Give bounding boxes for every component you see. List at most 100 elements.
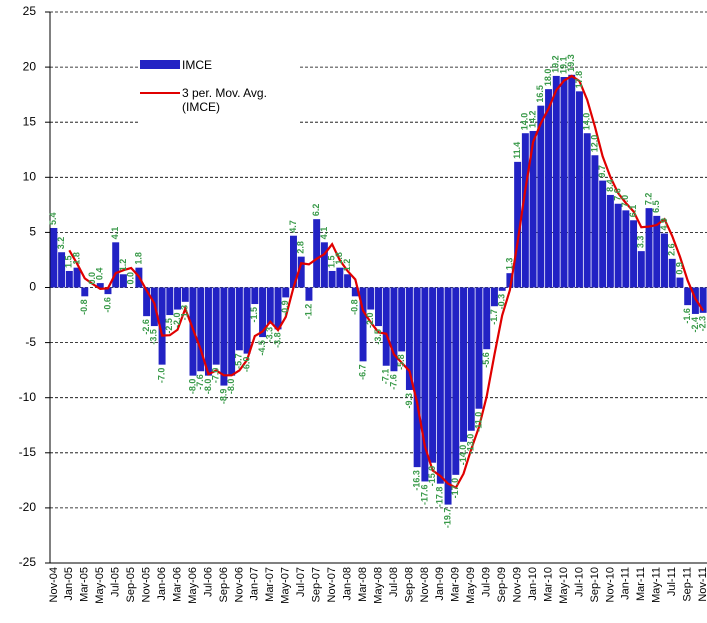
data-label: -0.9 — [280, 300, 290, 316]
data-label: 2.8 — [296, 241, 306, 254]
bar — [197, 287, 205, 372]
data-label: 14.0 — [520, 113, 530, 131]
bar — [421, 287, 429, 482]
x-tick-label: Nov-10 — [604, 567, 616, 602]
data-label: 6.2 — [311, 204, 321, 217]
bar — [514, 161, 522, 288]
data-label: 7.0 — [620, 195, 630, 208]
data-label: -0.8 — [350, 299, 360, 315]
x-tick-label: Nov-08 — [419, 567, 431, 602]
data-label: 4.1 — [319, 227, 329, 240]
x-tick-label: Nov-05 — [141, 567, 153, 602]
data-label: 4.1 — [110, 227, 120, 240]
data-label: -8.0 — [226, 379, 236, 395]
x-tick-label: Jul-10 — [573, 567, 585, 597]
legend-swatch — [140, 60, 180, 69]
x-tick-label: Mar-11 — [635, 567, 647, 601]
bar — [552, 75, 560, 288]
bar — [490, 287, 498, 307]
y-tick-label: -15 — [19, 445, 37, 459]
data-label: -1.3 — [180, 305, 190, 321]
x-tick-label: Jan-08 — [341, 567, 353, 601]
y-tick-label: 20 — [23, 59, 37, 73]
bar — [65, 270, 73, 288]
data-label: -14.0 — [458, 445, 468, 466]
bar — [274, 287, 282, 330]
data-label: 19.2 — [551, 55, 561, 73]
data-label: -0.3 — [497, 294, 507, 310]
legend-entry: 3 per. Mov. Avg. (IMCE) — [140, 86, 300, 114]
x-tick-label: May-10 — [558, 567, 570, 604]
data-label: -1.5 — [249, 307, 259, 323]
data-label: -3.8 — [272, 332, 282, 348]
legend-label: IMCE — [182, 58, 212, 72]
y-tick-label: -20 — [19, 500, 37, 514]
bar — [119, 274, 127, 288]
x-tick-label: Mar-07 — [264, 567, 276, 602]
x-tick-label: May-05 — [94, 567, 106, 604]
bar — [359, 287, 367, 362]
bar — [661, 233, 668, 288]
bar — [212, 287, 220, 365]
y-tick-label: 10 — [23, 169, 37, 183]
data-label: 1.8 — [71, 252, 81, 265]
data-label: 7.6 — [612, 188, 622, 201]
data-label: 9.7 — [597, 165, 607, 178]
x-tick-label: Sep-07 — [311, 567, 323, 602]
bar — [259, 287, 267, 338]
data-label: 14.0 — [582, 113, 592, 131]
bar — [630, 220, 638, 288]
data-label: 1.5 — [326, 255, 336, 268]
bar — [305, 287, 313, 301]
data-label: -2.6 — [141, 319, 151, 335]
x-tick-label: Jul-07 — [295, 567, 307, 597]
bar — [112, 242, 120, 288]
bar — [475, 287, 483, 409]
data-label: -9.3 — [404, 393, 414, 409]
bar — [498, 287, 506, 291]
y-tick-label: 25 — [23, 4, 37, 18]
data-label: 4.9 — [659, 218, 669, 231]
data-label: -3.5 — [149, 329, 159, 345]
x-tick-label: May-06 — [187, 567, 199, 604]
data-label: 6.1 — [628, 205, 638, 218]
legend-swatch-bar — [140, 60, 180, 69]
data-label: -2.3 — [698, 316, 707, 332]
data-label: -8.9 — [218, 389, 228, 405]
bar — [575, 91, 583, 288]
data-label: -2.0 — [172, 313, 182, 329]
bar — [243, 287, 251, 354]
data-label: 3.2 — [56, 237, 66, 250]
bar — [599, 180, 607, 288]
data-label: 1.5 — [64, 255, 74, 268]
data-label: -7.0 — [211, 368, 221, 384]
x-tick-label: May-08 — [372, 567, 384, 604]
data-label: -2.0 — [365, 313, 375, 329]
data-label: 17.8 — [574, 71, 584, 89]
data-label: 0.0 — [87, 272, 97, 285]
data-label: 1.2 — [118, 259, 128, 272]
bar — [204, 287, 212, 376]
data-label: -3.5 — [373, 329, 383, 345]
y-tick-label: -10 — [19, 390, 37, 404]
bar — [375, 287, 382, 327]
y-tick-label: 0 — [29, 280, 36, 294]
x-tick-label: Mar-06 — [171, 567, 183, 602]
data-label: 11.4 — [512, 142, 522, 159]
x-tick-label: Nov-07 — [326, 567, 338, 602]
data-label: -7.6 — [388, 374, 398, 390]
data-label: 1.8 — [334, 252, 344, 265]
data-label: 19.3 — [566, 54, 576, 72]
bar — [58, 252, 66, 288]
x-tick-label: May-09 — [465, 567, 477, 604]
bar — [96, 283, 104, 288]
bar — [637, 251, 645, 288]
x-tick-label: May-11 — [651, 567, 663, 603]
bar — [73, 267, 81, 288]
bar — [251, 287, 259, 305]
legend-label: 3 per. Mov. Avg. (IMCE) — [182, 86, 267, 114]
data-label: 19.1 — [558, 56, 568, 74]
x-tick-label: Jul-08 — [388, 567, 400, 597]
